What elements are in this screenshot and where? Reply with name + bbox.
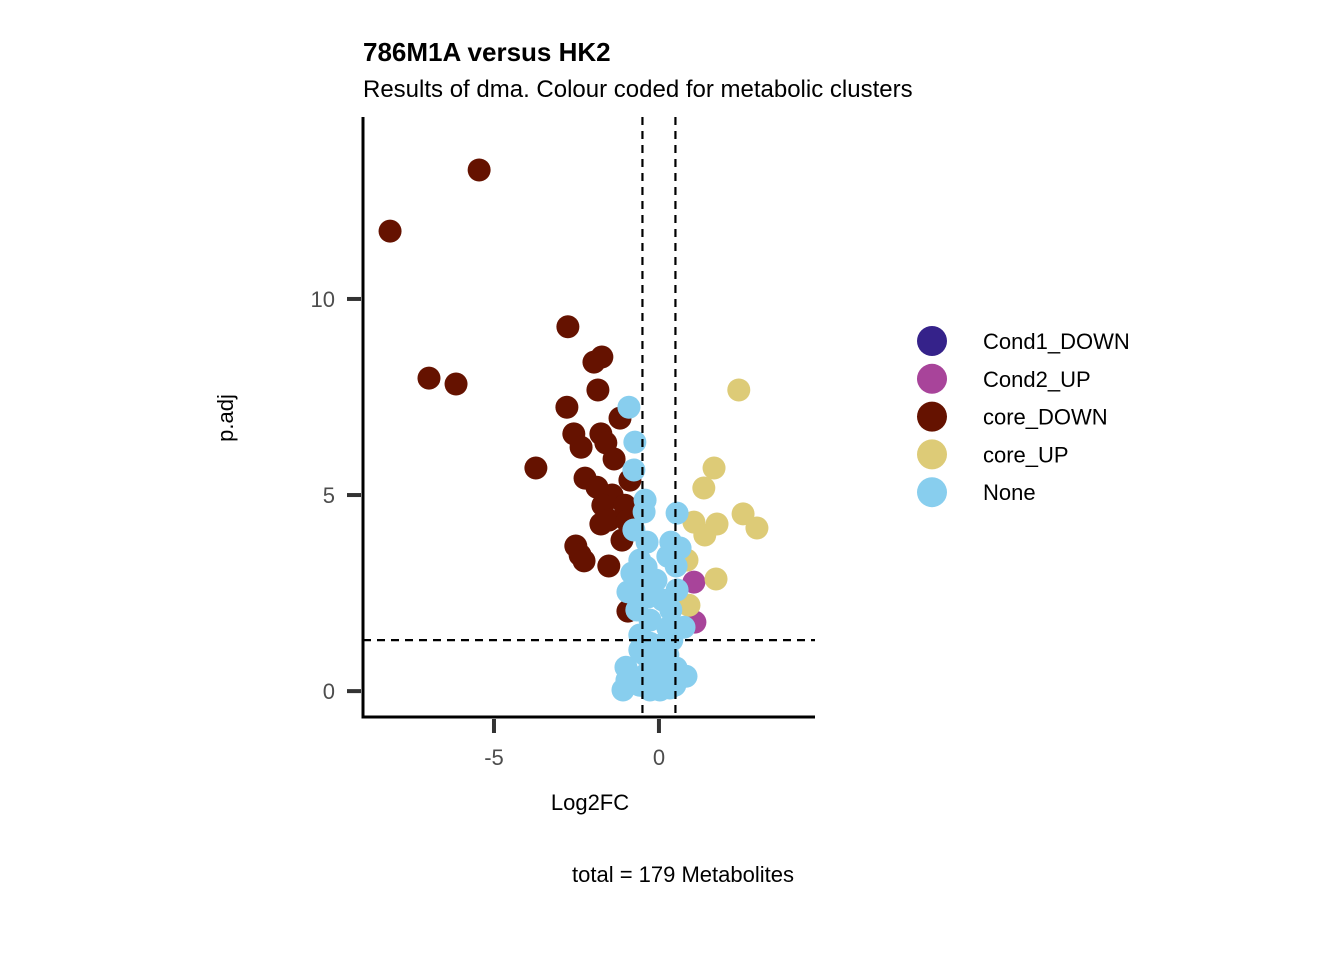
legend-label: Cond2_UP [983, 367, 1091, 392]
legend-swatch [917, 477, 947, 508]
y-axis-label: p.adj [213, 394, 238, 442]
legend-label: core_UP [983, 442, 1069, 467]
x-axis-label: Log2FC [551, 790, 629, 815]
data-point-core-down [569, 435, 593, 459]
data-point-core-up [704, 567, 728, 591]
data-point-none [643, 668, 667, 692]
y-tick-label: 10 [311, 287, 335, 312]
data-point-core-up [692, 476, 716, 500]
data-point-none [622, 458, 646, 482]
chart-title: 786M1A versus HK2 [363, 37, 611, 67]
data-point-core-down [556, 315, 580, 339]
legend-swatch [917, 401, 947, 432]
data-point-core-down [586, 378, 610, 402]
chart-subtitle: Results of dma. Colour coded for metabol… [363, 76, 913, 103]
y-tick-label: 5 [323, 483, 335, 508]
legend-label: core_DOWN [983, 405, 1108, 430]
data-point-none [644, 568, 668, 592]
data-point-none [672, 615, 696, 639]
data-point-none [632, 500, 656, 524]
data-point-core-up [727, 378, 751, 402]
data-point-none [623, 430, 647, 454]
data-point-core-down [378, 219, 402, 243]
y-tick-label: 0 [323, 679, 335, 704]
data-point-none [635, 530, 659, 554]
data-point-core-down [597, 554, 621, 578]
data-point-none [616, 580, 640, 604]
data-point-core-down [555, 395, 579, 419]
data-point-none [617, 395, 641, 419]
legend-swatch [917, 439, 947, 470]
legend-label: None [983, 480, 1036, 505]
x-tick-label: 0 [653, 745, 665, 770]
caption: total = 179 Metabolites [572, 862, 794, 887]
legend: Cond1_DOWN Cond2_UP core_DOWN core_UP None [917, 326, 1130, 508]
data-point-core-down [524, 456, 548, 480]
legend-item-core-down: core_DOWN [917, 401, 1108, 432]
data-point-core-down [602, 447, 626, 471]
legend-swatch [917, 326, 947, 356]
data-point-none [651, 588, 675, 612]
data-point-core-down [467, 158, 491, 182]
legend-item-none: None [917, 477, 1036, 508]
legend-label: Cond1_DOWN [983, 329, 1130, 354]
data-point-core-down [572, 549, 596, 573]
x-tick-label: -5 [484, 745, 504, 770]
data-point-none [665, 501, 689, 525]
data-point-core-up [745, 516, 769, 540]
data-point-none [656, 616, 680, 640]
data-point-core-up [731, 502, 755, 526]
data-point-core-down [444, 372, 468, 396]
data-point-none [663, 673, 687, 697]
legend-item-cond1-down: Cond1_DOWN [917, 326, 1130, 356]
legend-item-cond2-up: Cond2_UP [917, 363, 1091, 394]
data-point-core-down [417, 366, 441, 390]
data-point-none [628, 638, 652, 662]
data-point-core-up [693, 523, 717, 547]
data-point-core-down [582, 350, 606, 374]
plot-area: 0 5 10 -5 0 [311, 117, 815, 770]
legend-swatch [917, 363, 947, 394]
data-point-core-up [702, 456, 726, 480]
legend-item-core-up: core_UP [917, 439, 1069, 470]
data-point-core-down [589, 512, 613, 536]
